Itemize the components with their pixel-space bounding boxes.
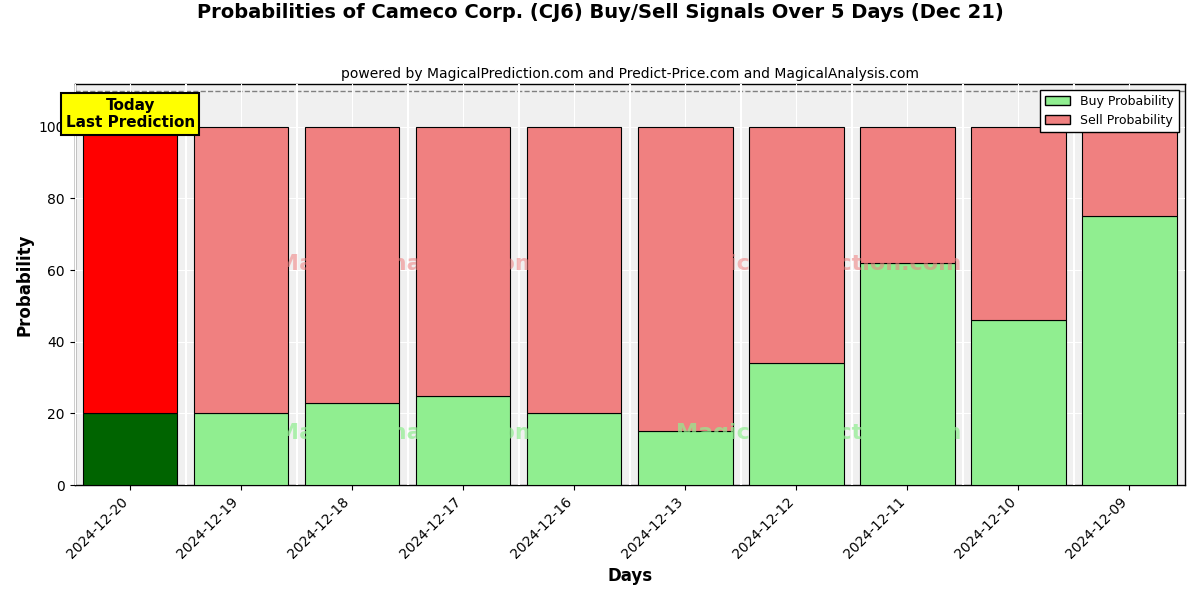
Bar	[971, 127, 1066, 320]
Bar	[971, 320, 1066, 485]
Y-axis label: Probability: Probability	[16, 233, 34, 335]
Bar	[527, 127, 622, 413]
Bar	[1082, 127, 1177, 216]
X-axis label: Days: Days	[607, 567, 653, 585]
Bar	[83, 413, 178, 485]
Bar	[416, 127, 510, 395]
Text: MagicalPrediction.com: MagicalPrediction.com	[676, 423, 961, 443]
Bar	[194, 413, 288, 485]
Bar	[527, 413, 622, 485]
Bar	[305, 403, 400, 485]
Text: MagicalPrediction.com: MagicalPrediction.com	[676, 254, 961, 274]
Text: Today
Last Prediction: Today Last Prediction	[66, 98, 194, 130]
Text: Probabilities of Cameco Corp. (CJ6) Buy/Sell Signals Over 5 Days (Dec 21): Probabilities of Cameco Corp. (CJ6) Buy/…	[197, 3, 1003, 22]
Text: MagicalAnalysis.com: MagicalAnalysis.com	[277, 254, 539, 274]
Bar	[83, 127, 178, 413]
Bar	[1082, 216, 1177, 485]
Bar	[860, 263, 955, 485]
Text: MagicalAnalysis.com: MagicalAnalysis.com	[277, 423, 539, 443]
Bar	[305, 127, 400, 403]
Legend: Buy Probability, Sell Probability: Buy Probability, Sell Probability	[1040, 90, 1178, 132]
Bar	[749, 127, 844, 363]
Bar	[860, 127, 955, 263]
Bar	[194, 127, 288, 413]
Bar	[638, 431, 732, 485]
Bar	[416, 395, 510, 485]
Title: powered by MagicalPrediction.com and Predict-Price.com and MagicalAnalysis.com: powered by MagicalPrediction.com and Pre…	[341, 67, 919, 81]
Bar	[638, 127, 732, 431]
Bar	[749, 363, 844, 485]
